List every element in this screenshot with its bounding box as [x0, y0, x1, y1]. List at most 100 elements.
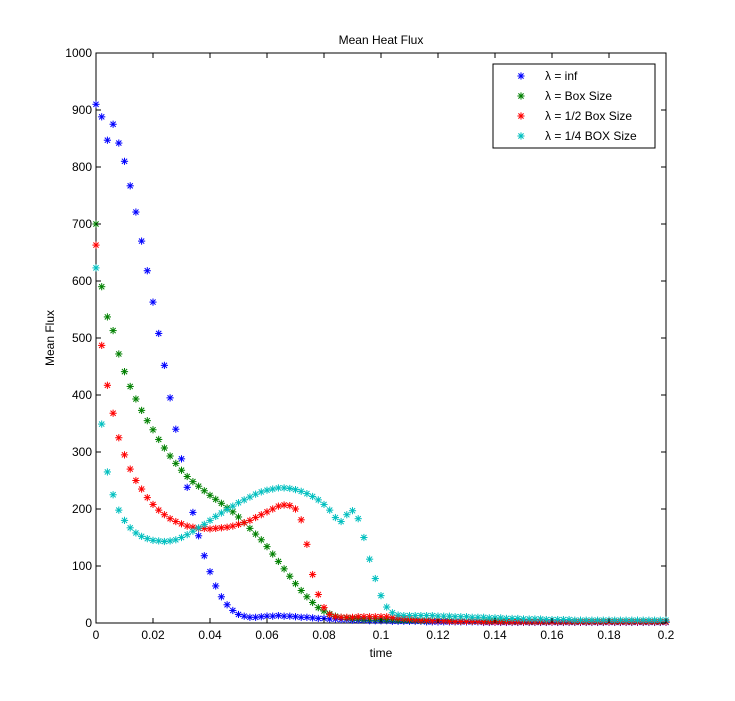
data-point — [143, 494, 151, 502]
data-point — [383, 613, 391, 621]
data-point — [257, 488, 265, 496]
data-point — [189, 508, 197, 517]
data-point — [445, 612, 453, 620]
x-tick-label: 0.16 — [540, 628, 564, 642]
data-point — [240, 496, 248, 504]
x-tick-label: 0 — [93, 628, 100, 642]
data-point — [234, 520, 243, 528]
y-tick-label: 900 — [72, 103, 92, 117]
data-point — [571, 616, 579, 624]
data-point — [291, 505, 300, 513]
y-axis-label: Mean Flux — [43, 310, 57, 366]
legend-marker — [517, 72, 525, 80]
data-point — [172, 459, 180, 467]
data-point — [138, 406, 146, 414]
data-point — [172, 517, 180, 526]
data-point — [309, 570, 317, 579]
legend-item: λ = 1/2 Box Size — [517, 109, 632, 123]
data-point — [138, 485, 146, 493]
data-point — [103, 136, 111, 144]
x-tick-label: 0.14 — [483, 628, 507, 642]
data-point — [263, 543, 271, 551]
data-point — [149, 536, 157, 544]
data-point — [286, 572, 294, 580]
data-point — [138, 532, 146, 540]
data-point — [246, 516, 254, 524]
y-tick-label: 100 — [72, 559, 92, 573]
data-point — [269, 505, 277, 513]
legend-item: λ = Box Size — [517, 89, 612, 103]
y-tick-label: 1000 — [65, 46, 92, 60]
data-point — [234, 610, 243, 619]
legend-label: λ = 1/4 BOX Size — [545, 129, 637, 143]
data-point — [206, 568, 214, 576]
data-point — [138, 237, 146, 245]
data-point — [309, 492, 317, 501]
data-point — [537, 615, 545, 623]
data-point — [628, 616, 636, 624]
data-point — [519, 615, 528, 623]
data-point — [229, 502, 237, 510]
data-point — [252, 513, 260, 522]
data-point — [223, 601, 231, 609]
y-tick-label: 0 — [85, 616, 92, 630]
legend: λ = inf λ = Box Size λ = 1/2 Box Size λ = 1… — [492, 63, 656, 149]
data-point — [326, 610, 334, 619]
data-point — [200, 487, 208, 495]
data-point — [240, 612, 248, 620]
x-tick-label: 0.08 — [312, 628, 336, 642]
legend-marker — [517, 132, 525, 140]
data-point — [109, 120, 117, 128]
data-point — [297, 586, 305, 595]
data-point — [177, 455, 186, 463]
data-point — [286, 484, 294, 493]
data-point — [217, 509, 225, 517]
data-point — [92, 100, 100, 108]
data-point — [155, 329, 163, 338]
data-point — [98, 341, 106, 350]
data-point — [166, 537, 174, 545]
data-point — [229, 508, 237, 516]
data-point — [206, 525, 214, 533]
data-point — [354, 515, 362, 523]
data-point — [115, 139, 123, 147]
data-point — [183, 483, 191, 491]
x-tick-label: 0.04 — [198, 628, 222, 642]
data-point — [371, 574, 379, 583]
data-point — [497, 614, 505, 622]
data-point — [98, 420, 106, 428]
data-point — [383, 603, 391, 611]
data-point — [126, 182, 134, 190]
x-tick-label: 0.02 — [141, 628, 165, 642]
data-point — [314, 496, 322, 504]
legend-label: λ = Box Size — [545, 89, 612, 103]
data-point — [343, 613, 351, 621]
data-point — [177, 520, 186, 528]
axes: 0 0.02 0.04 0.06 0.08 0.1 0.12 0.14 0.16 0.18 0.2 0… — [65, 46, 674, 642]
data-point — [297, 516, 305, 524]
data-point — [269, 612, 277, 620]
data-point — [155, 537, 163, 545]
data-point — [229, 522, 237, 530]
data-point — [240, 519, 248, 527]
data-point — [160, 537, 168, 546]
data-point — [195, 482, 203, 490]
data-point — [109, 326, 117, 335]
data-point — [263, 508, 271, 516]
data-point — [320, 500, 328, 509]
data-point — [200, 520, 208, 528]
data-point — [286, 501, 294, 510]
data-point — [132, 529, 140, 537]
data-point — [92, 264, 100, 272]
data-point — [303, 593, 311, 601]
x-tick-label: 0.2 — [658, 628, 675, 642]
data-point — [462, 613, 471, 621]
data-point — [388, 609, 396, 617]
data-point — [257, 613, 265, 621]
data-point — [582, 616, 590, 624]
legend-item: λ = 1/4 BOX Size — [517, 129, 637, 143]
data-point — [303, 540, 311, 548]
data-point — [120, 368, 129, 376]
data-point — [274, 502, 282, 510]
